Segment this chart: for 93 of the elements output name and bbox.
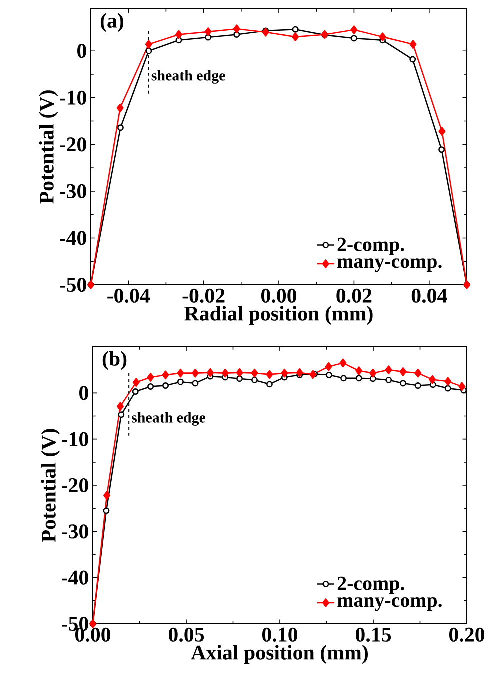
y-tick-label: -40 [60,231,86,246]
point [400,367,407,376]
point [236,376,244,382]
y-tick-label: -40 [62,570,88,585]
y-tick-label: -10 [60,90,86,105]
point [326,372,332,378]
legend-label: many-comp. [338,598,442,612]
x-tick-label: 0.05 [168,628,204,642]
y-tick-label: -20 [62,478,88,493]
point [262,28,270,37]
legend-label: many-comp. [338,258,442,272]
point [370,368,377,378]
point [204,27,212,36]
point [118,412,125,418]
point [340,358,347,368]
point [148,383,154,390]
point [292,32,300,42]
legend-label: 2-comp. [338,238,404,256]
y-tick-label: -30 [60,184,86,198]
point [400,380,406,387]
x-axis-title: Radial position (mm) [184,306,373,326]
y-tick-label: -10 [62,432,88,446]
point [410,56,416,63]
point [192,368,199,378]
point [236,368,244,378]
point [162,370,170,380]
annotation: (a) [100,13,124,32]
x-tick-label: 0.04 [412,288,448,304]
point [177,378,184,386]
point [350,35,358,42]
point [266,381,273,388]
point [410,40,417,49]
y-tick-label: -50 [60,278,86,292]
x-tick-label: -0.04 [108,288,150,304]
point [145,40,152,49]
point [444,385,452,392]
x-tick-label: 0.20 [449,628,485,642]
y-axis-title: Potential (V) [39,90,58,204]
point [251,368,258,378]
ref-line-label: sheath edge [132,412,206,426]
point [132,388,139,396]
annotation: (b) [102,351,127,370]
point [385,366,392,375]
y-tick-label: -30 [62,524,88,539]
point [175,30,182,40]
point [233,24,240,34]
point [292,26,299,33]
point [266,370,274,380]
point [438,127,446,136]
point [340,375,348,382]
y-tick-label: 0 [80,386,88,400]
point [438,146,446,154]
point [176,37,182,44]
point [252,377,258,384]
point [116,104,124,113]
point [350,26,358,34]
point [356,375,362,382]
y-tick-label: 0 [78,44,86,58]
point [414,368,422,378]
point [132,378,140,387]
point [222,368,229,378]
point [117,124,124,132]
point [458,382,466,392]
x-tick-label: 0.10 [262,628,298,642]
point [429,375,436,384]
point [177,368,184,378]
x-tick-label: 0.15 [356,628,392,642]
point [117,402,124,411]
point [379,32,386,42]
point [414,382,422,390]
point [146,48,152,54]
ref-line-label: sheath edge [152,70,226,84]
point [296,368,304,378]
point [104,491,111,500]
point [234,31,240,38]
x-tick-label: 0.02 [336,288,372,304]
legend-label: 2-comp. [338,576,404,594]
point [206,368,214,378]
x-axis-title: Axial position (mm) [191,645,368,664]
point [162,382,169,390]
point [205,34,212,41]
point [281,368,288,378]
x-tick-label: -0.02 [182,288,225,304]
point [147,373,154,382]
point [444,377,452,386]
point [386,377,392,384]
point [103,508,110,514]
point [356,366,363,376]
y-axis-title: Potential (V) [41,429,60,542]
point [192,380,199,387]
y-tick-label: -20 [60,138,86,152]
x-tick-label: 0.00 [261,288,297,304]
point [325,362,332,372]
